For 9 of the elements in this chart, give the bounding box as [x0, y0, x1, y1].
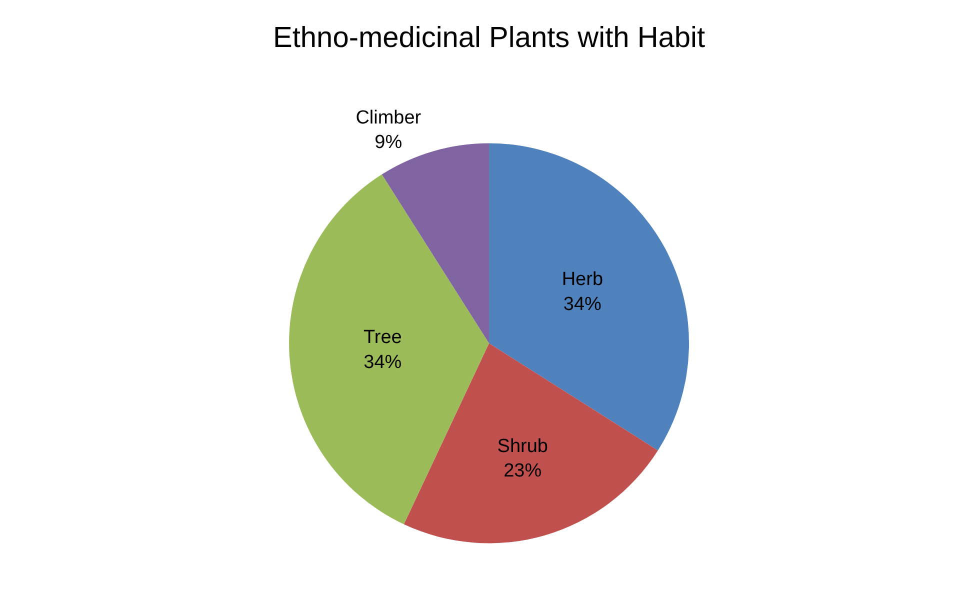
- slice-label: Tree: [363, 327, 402, 348]
- data-label: 34%: [364, 352, 402, 373]
- slice-label: Shrub: [497, 436, 548, 458]
- chart-title: Ethno-medicinal Plants with Habit: [273, 22, 706, 54]
- data-label: 9%: [374, 132, 402, 153]
- data-label: 34%: [563, 294, 602, 315]
- slice-label: Herb: [562, 269, 604, 290]
- slice-label: Climber: [356, 107, 422, 128]
- data-label: 23%: [504, 460, 542, 482]
